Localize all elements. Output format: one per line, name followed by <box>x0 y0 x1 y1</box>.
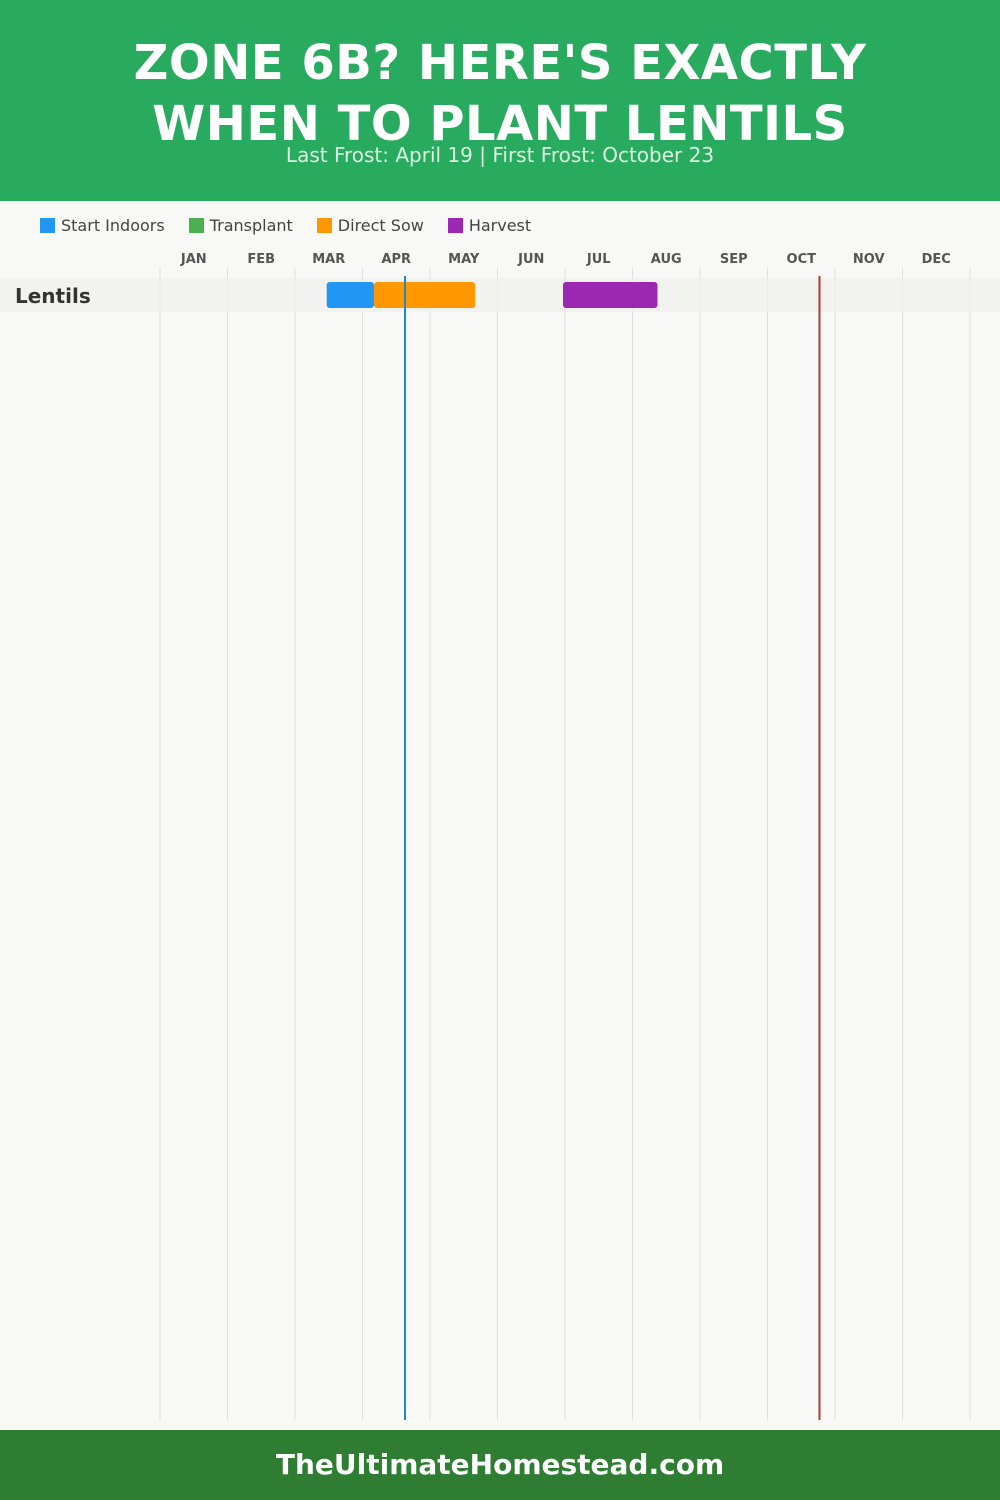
month-label-jun: JUN <box>517 252 544 267</box>
month-label-nov: NOV <box>853 252 885 267</box>
legend-item-direct-sow: Direct Sow <box>316 215 424 235</box>
legend-label-start-indoors: Start Indoors <box>61 215 165 235</box>
legend-swatch-direct-sow <box>316 217 332 233</box>
month-label-jan: JAN <box>180 252 207 267</box>
footer-banner: TheUltimateHomestead.com <box>0 1430 1000 1500</box>
page-title-line-2: WHEN TO PLANT LENTILS <box>152 96 848 152</box>
page-title-line-1: ZONE 6B? HERE'S EXACTLY <box>133 35 867 91</box>
legend-label-direct-sow: Direct Sow <box>337 215 424 235</box>
bar-lentils-harvest <box>562 282 658 308</box>
month-label-apr: APR <box>381 252 411 267</box>
legend-swatch-start-indoors <box>40 217 55 233</box>
month-label-sep: SEP <box>720 252 748 267</box>
crop-row-background <box>0 278 1000 312</box>
legend-item-start-indoors: Start Indoors <box>40 216 165 235</box>
month-label-may: MAY <box>448 252 480 267</box>
month-label-jul: JUL <box>586 252 611 267</box>
month-label-oct: OCT <box>787 252 817 267</box>
frost-dates-subtitle: Last Frost: April 19 | First Frost: Octo… <box>285 143 715 167</box>
bar-lentils-start-indoors <box>326 282 374 308</box>
legend-label-transplant: Transplant <box>209 215 293 235</box>
legend-swatch-harvest <box>447 217 463 233</box>
legend-label-harvest: Harvest <box>468 215 532 235</box>
crop-label-lentils: Lentils <box>15 284 91 308</box>
planting-calendar-chart: JAN FEB MAR APR MAY JUN JUL AUG SEP OCT NOV DEC Lent… <box>0 252 1000 1420</box>
bar-lentils-direct-sow <box>373 282 476 308</box>
chart-legend: Start Indoors Transplant Direct Sow Harv… <box>40 214 555 236</box>
month-label-aug: AUG <box>651 252 682 267</box>
legend-swatch-transplant <box>188 217 204 233</box>
month-label-mar: MAR <box>312 252 345 267</box>
footer-website-link[interactable]: TheUltimateHomestead.com <box>275 1448 725 1481</box>
header-banner: ZONE 6B? HERE'S EXACTLY WHEN TO PLANT LE… <box>0 0 1000 201</box>
month-label-dec: DEC <box>922 252 951 267</box>
legend-item-harvest: Harvest <box>447 215 532 235</box>
month-label-feb: FEB <box>247 252 275 267</box>
legend-item-transplant: Transplant <box>188 215 293 235</box>
